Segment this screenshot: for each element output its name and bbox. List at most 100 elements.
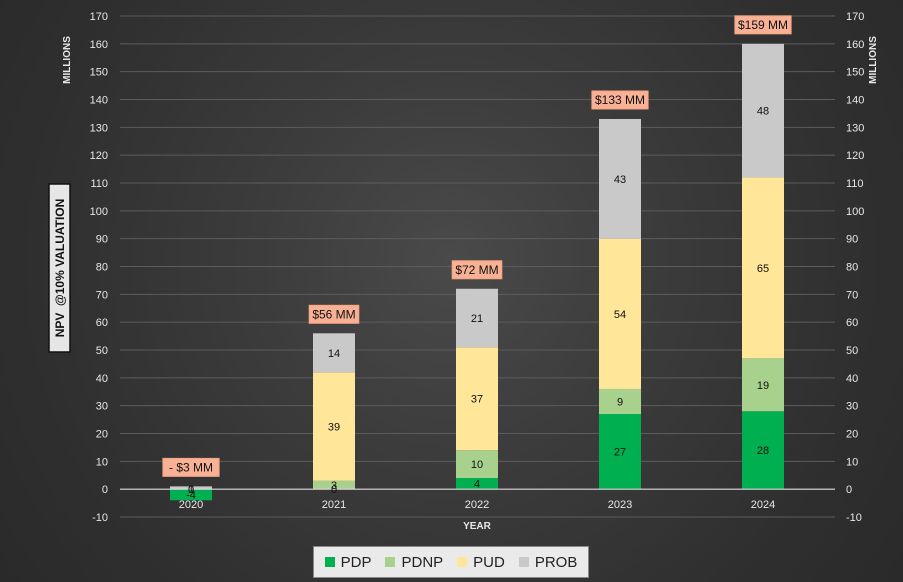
y-tick-label-left: 160 [90, 39, 108, 51]
total-label-box [451, 260, 503, 280]
bar-segment-pdnp [313, 480, 355, 490]
x-tick-label: 2021 [322, 499, 346, 511]
legend: PDP PDNP PUD PROB [313, 546, 589, 578]
y-tick-label-left: 0 [102, 484, 108, 496]
legend-item-pdnp: PDNP [385, 554, 443, 571]
bar-segment-prob [742, 43, 784, 178]
bars [170, 43, 784, 501]
y-tick-label-left: -10 [92, 512, 108, 524]
y-tick-label-left: 10 [96, 456, 108, 468]
y-tick-label-left: 120 [90, 150, 108, 162]
data-label-prob: 1 [188, 484, 194, 496]
y-tick-label-right: 130 [846, 122, 864, 134]
y-tick-label-right: 150 [846, 67, 864, 79]
y-tick-label-right: 60 [846, 317, 858, 329]
total-label-box [308, 304, 360, 324]
data-label-pdnp: 3 [331, 480, 337, 492]
legend-swatch [385, 557, 396, 567]
bar-segment-pdnp [742, 358, 784, 412]
y-tick-label-left: 50 [96, 345, 108, 357]
total-label: $133 MM [595, 93, 645, 107]
data-label-pdp: 0 [331, 484, 337, 496]
bar-segment-prob [313, 333, 355, 373]
bar-segment-prob [456, 288, 498, 348]
total-label: $72 MM [455, 263, 498, 277]
data-label-pdp: 28 [757, 445, 769, 457]
data-label-pdnp: 10 [471, 459, 483, 471]
bar-segment-prob [170, 486, 212, 490]
bar-segment-pdnp [456, 450, 498, 479]
y-tick-label-right: 140 [846, 95, 864, 107]
bar-segment-pdp [456, 478, 498, 490]
bar-segment-pdp [742, 411, 784, 490]
y-axis-title-box [48, 183, 71, 353]
y-tick-label-right: -10 [846, 512, 862, 524]
bar-segment-prob [599, 118, 641, 239]
bar-segment-pud [456, 347, 498, 451]
bar-segment-pud [599, 238, 641, 389]
x-axis-title: YEAR [463, 521, 492, 532]
legend-item-pud: PUD [457, 554, 505, 571]
data-label-pdnp: 19 [757, 380, 769, 392]
data-label-pud: 39 [328, 422, 340, 434]
total-label: $56 MM [312, 307, 355, 321]
y-tick-label-right: 100 [846, 206, 864, 218]
data-label-prob: 48 [757, 106, 769, 118]
y-tick-label-left: 60 [96, 317, 108, 329]
y-axis-title: NPV @10% VALUATION [48, 183, 71, 353]
legend-swatch [518, 557, 529, 567]
bar-segment-pdp [599, 414, 641, 490]
y-tick-label-right: 70 [846, 289, 858, 301]
bar-segment-pdnp [599, 388, 641, 415]
data-label-pud: 0 [188, 484, 194, 496]
total-label: - $3 MM [169, 460, 213, 474]
legend-swatch [457, 557, 468, 567]
bar-segment-pdp [170, 489, 212, 501]
y-tick-label-left: 40 [96, 373, 108, 385]
y-tick-label-right: 0 [846, 484, 852, 496]
x-tick-label: 2020 [179, 499, 203, 511]
units-label-right: MILLIONS [868, 36, 879, 84]
y-tick-label-right: 80 [846, 262, 858, 274]
y-tick-label-right: 120 [846, 150, 864, 162]
y-tick-label-left: 70 [96, 289, 108, 301]
data-label-pud: 65 [757, 263, 769, 275]
legend-label: PUD [473, 553, 505, 571]
y-tick-label-left: 170 [90, 11, 108, 23]
y-tick-label-right: 20 [846, 429, 858, 441]
y-tick-label-left: 130 [90, 122, 108, 134]
legend-item-prob: PROB [518, 553, 578, 571]
x-tick-label: 2024 [751, 499, 775, 511]
data-label-pdp: 27 [614, 447, 626, 459]
units-label-left: MILLIONS [62, 36, 73, 84]
total-label-box [591, 90, 649, 110]
data-label-pdnp: 9 [617, 396, 623, 408]
y-tick-label-right: 110 [846, 178, 864, 190]
data-label-pdnp: 0 [188, 484, 194, 496]
x-tick-label: 2023 [608, 499, 632, 511]
total-label-box [162, 457, 220, 477]
total-label-box [734, 15, 792, 35]
y-tick-label-right: 10 [846, 456, 858, 468]
legend-label: PDNP [401, 553, 444, 571]
legend-label: PROB [534, 553, 578, 571]
data-label-pud: 37 [471, 394, 483, 406]
y-tick-label-left: 100 [90, 206, 108, 218]
y-tick-label-left: 90 [96, 234, 108, 246]
data-label-prob: 43 [614, 174, 626, 186]
legend-label: PDP [340, 553, 372, 571]
bar-segment-pud [313, 372, 355, 481]
y-tick-label-right: 40 [846, 373, 858, 385]
data-label-prob: 14 [328, 348, 340, 360]
y-tick-label-left: 110 [90, 178, 108, 190]
data-label-pud: 54 [614, 309, 626, 321]
data-label-prob: 21 [471, 313, 483, 325]
data-label-pdp: 4 [474, 479, 480, 491]
bar-segment-pud [742, 177, 784, 359]
y-tick-label-right: 30 [846, 401, 858, 413]
y-tick-label-right: 90 [846, 234, 858, 246]
y-axis-title-text: NPV @10% VALUATION [53, 199, 67, 338]
y-tick-label-right: 50 [846, 345, 858, 357]
